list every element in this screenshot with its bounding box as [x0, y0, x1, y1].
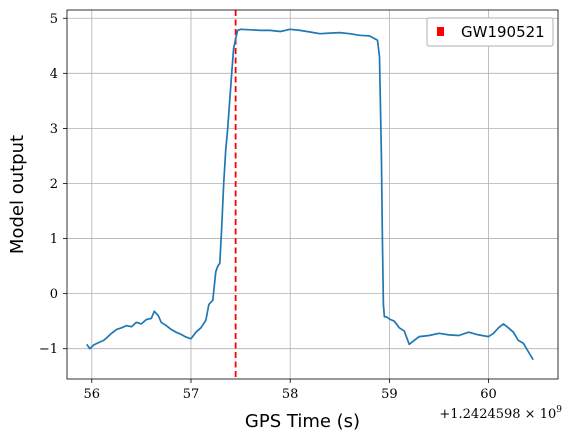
x-tick-label: 56	[84, 387, 101, 402]
y-tick-label: 5	[50, 12, 58, 27]
legend-marker-gw190521	[437, 27, 444, 36]
legend: GW190521	[426, 17, 554, 47]
x-tick-label: 57	[183, 387, 200, 402]
y-tick-label: 1	[50, 232, 58, 247]
series-line-0	[86, 28, 534, 361]
x-tick-label: 59	[381, 387, 398, 402]
plot-frame	[66, 9, 559, 380]
y-axis-label: Model output	[7, 135, 28, 254]
x-tick-label: 60	[480, 387, 497, 402]
y-tick-label: −1	[39, 342, 58, 357]
legend-entry-gw190521: GW190521	[461, 23, 545, 41]
y-tick-label: 0	[50, 287, 58, 302]
x-axis-label: GPS Time (s)	[245, 411, 360, 432]
y-tick-label: 3	[50, 122, 58, 137]
y-tick-label: 4	[50, 67, 58, 82]
legend-box	[426, 17, 554, 47]
x-axis-offset-label: +1.2424598 × 109	[439, 405, 562, 422]
x-axis-offset-exponent: 9	[556, 405, 562, 415]
x-tick-label: 58	[282, 387, 299, 402]
series-layer	[86, 28, 534, 361]
ticks: 56 57 58 59 60 −1 0 1 2 3 4 5	[39, 12, 497, 402]
y-tick-label: 2	[50, 177, 58, 192]
grid	[67, 10, 558, 379]
x-axis-offset-base: +1.2424598 × 10	[439, 407, 556, 422]
